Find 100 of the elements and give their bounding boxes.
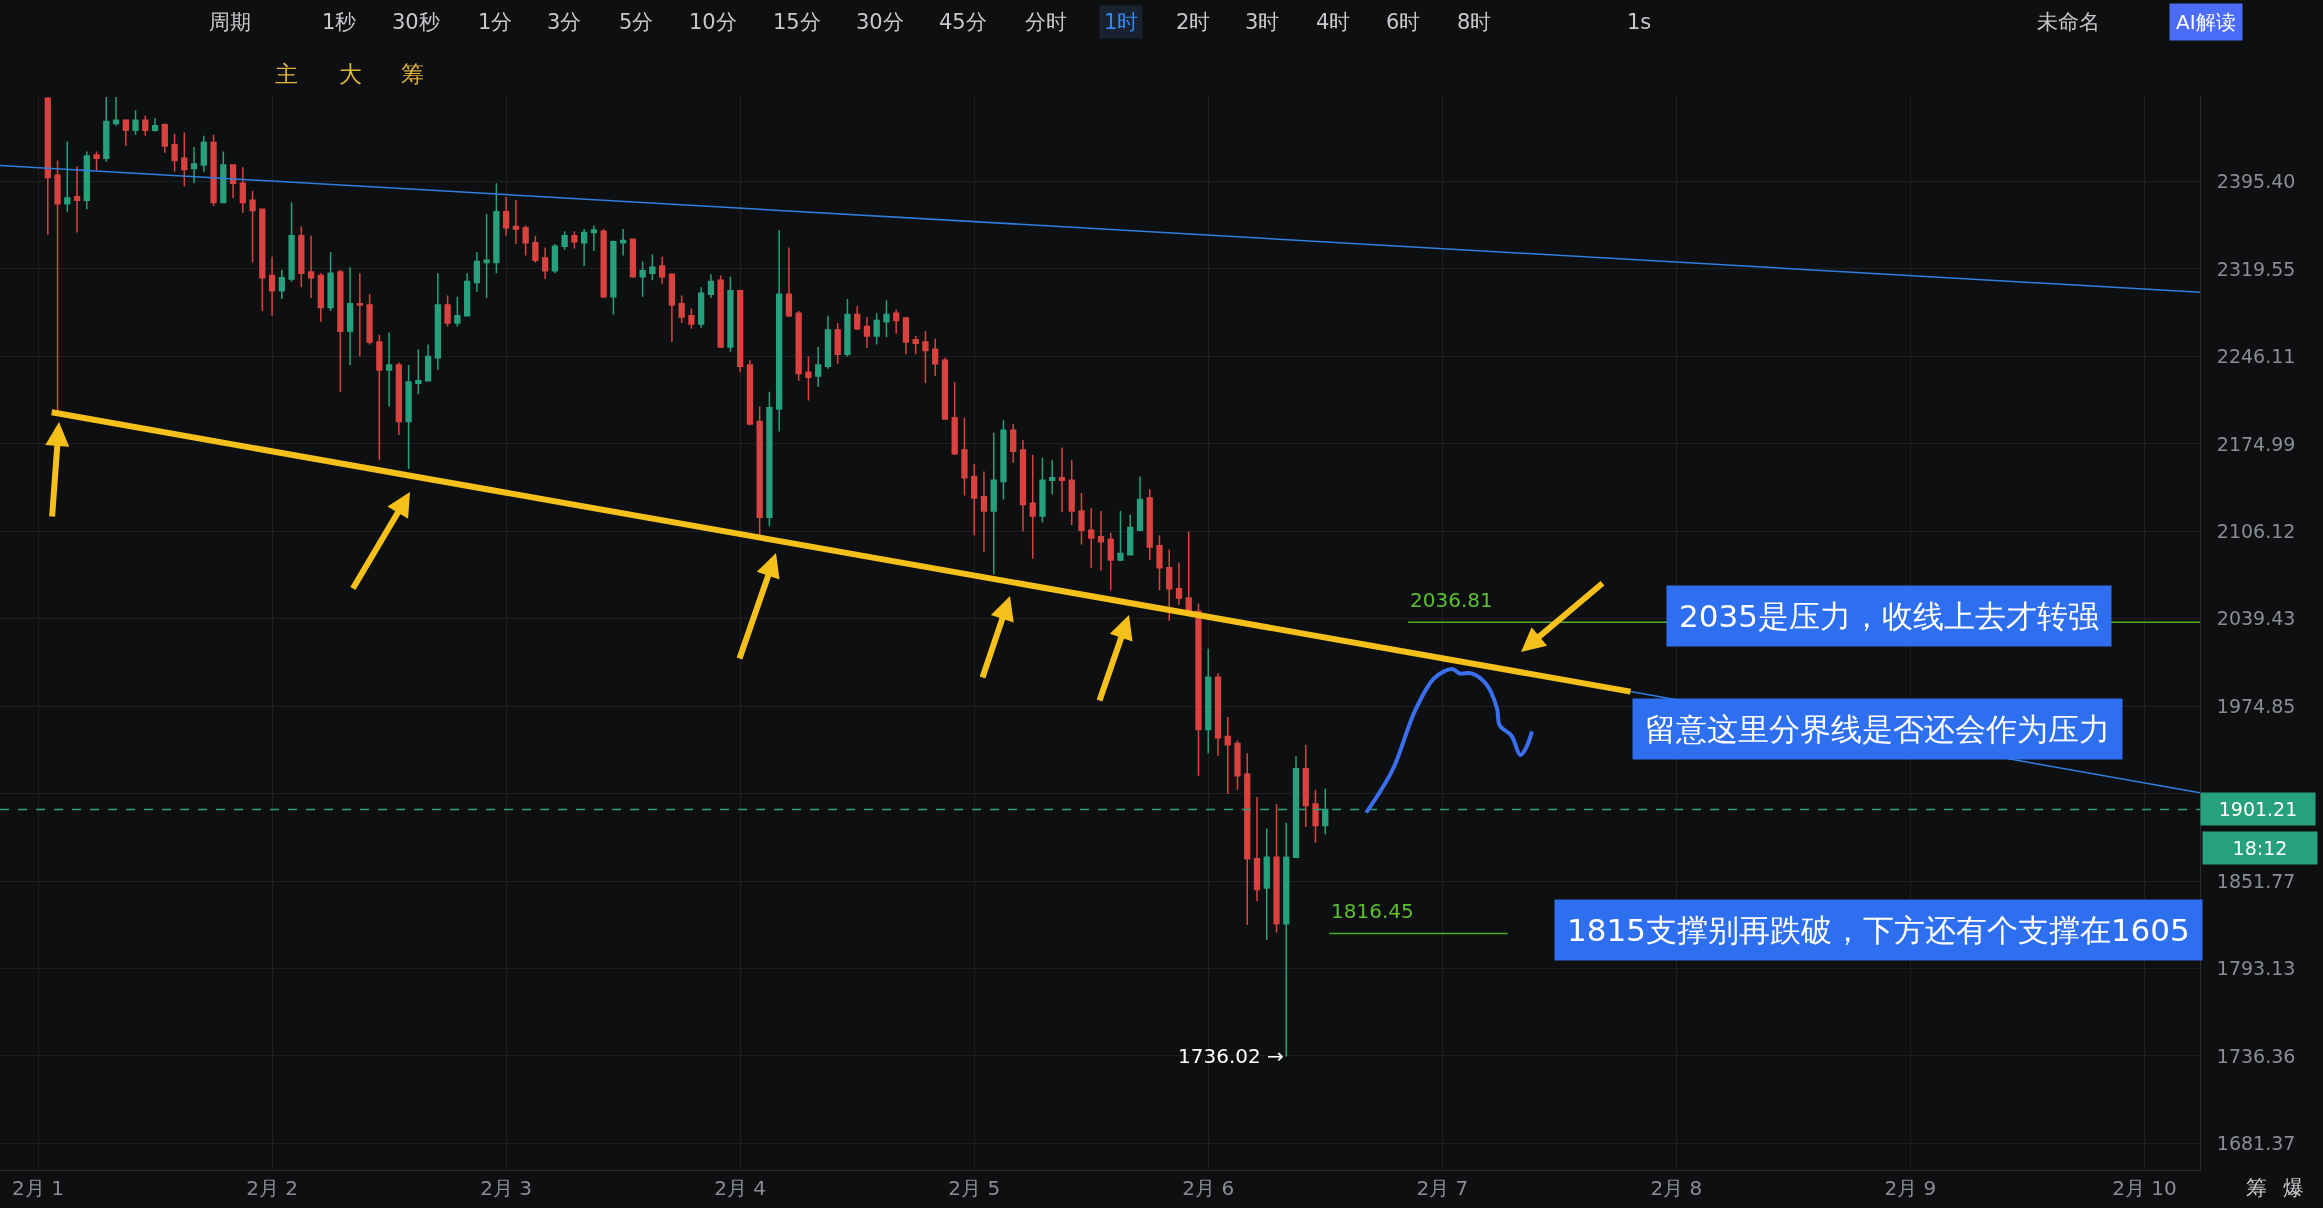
x-tick-label: 2月 1	[12, 1176, 64, 1200]
candlestick	[73, 165, 81, 234]
candlestick	[259, 208, 266, 312]
text: 未命名	[2037, 10, 2100, 34]
candlestick	[561, 230, 568, 251]
candlestick	[1146, 488, 1153, 561]
candlestick	[1088, 507, 1095, 569]
candlestick	[610, 239, 617, 316]
x-tick-label: 2月 3	[480, 1176, 533, 1200]
candlestick	[1302, 744, 1309, 828]
candlestick	[1107, 532, 1114, 591]
text: 10分	[689, 10, 737, 34]
candlestick	[1010, 423, 1017, 464]
x-tick-label: 2月 6	[1182, 1176, 1235, 1200]
candlestick	[620, 228, 627, 257]
candlestick	[483, 213, 490, 299]
candlestick	[922, 330, 929, 385]
candlestick	[1019, 439, 1027, 533]
candlestick	[668, 272, 676, 343]
candlestick	[776, 229, 783, 433]
text: AI解读	[2176, 10, 2236, 34]
text: 30分	[856, 10, 904, 34]
candlestick	[288, 201, 295, 283]
candlestick	[171, 132, 178, 173]
candlestick	[200, 135, 207, 173]
candlestick	[493, 182, 500, 274]
candlestick	[1127, 513, 1134, 556]
candlestick	[600, 228, 607, 299]
candlestick	[1195, 602, 1202, 777]
candlestick	[815, 346, 822, 388]
annotation: 2035是压力，收线上去才转强	[1679, 598, 2099, 634]
candlestick	[834, 322, 841, 365]
candlestick	[551, 243, 559, 274]
candlestick	[1156, 534, 1163, 591]
candlestick	[961, 416, 968, 497]
candlestick	[268, 256, 276, 317]
candlestick	[142, 115, 149, 137]
y-tick-label: 2246.11	[2216, 345, 2296, 368]
candlestick	[1039, 456, 1046, 524]
candlestick	[1244, 752, 1251, 926]
candlestick	[190, 146, 198, 184]
y-tick-label: 2039.43	[2216, 607, 2296, 630]
candlestick	[337, 268, 344, 393]
candlestick	[707, 273, 715, 299]
candlestick	[688, 307, 695, 330]
candlestick	[103, 96, 110, 163]
text: 筹	[401, 61, 424, 87]
candlestick	[971, 463, 978, 537]
candlestick	[83, 150, 90, 211]
candlestick	[298, 225, 305, 289]
y-tick-label: 2319.55	[2216, 257, 2296, 280]
y-tick-label: 1793.13	[2216, 957, 2296, 980]
candlestick	[1117, 510, 1124, 563]
candlestick	[405, 364, 412, 470]
candlestick	[1049, 459, 1056, 496]
y-tick-label: 1736.36	[2216, 1044, 2296, 1067]
candlestick	[1224, 716, 1231, 795]
text: 5分	[619, 10, 654, 34]
annotation: 留意这里分界线是否还会作为压力	[1645, 711, 2110, 747]
candlestick	[44, 96, 51, 236]
candlestick	[649, 253, 656, 281]
candlestick	[1166, 548, 1173, 622]
candlestick	[1029, 454, 1036, 560]
candlestick	[1205, 648, 1212, 754]
candlestick	[824, 314, 832, 370]
text: 1s	[1627, 10, 1652, 34]
candlestick	[522, 224, 529, 257]
x-tick-label: 2月 9	[1884, 1176, 1937, 1200]
candlestick	[659, 256, 666, 285]
candlestick	[678, 294, 685, 324]
candlestick	[805, 355, 812, 402]
candlestick	[356, 272, 363, 358]
ref-line-label: 1901.21	[2218, 798, 2298, 820]
text: 18:12	[2232, 837, 2288, 859]
candlestick	[951, 381, 958, 456]
text: 主	[275, 61, 298, 87]
x-tick-label: 2月 7	[1416, 1176, 1469, 1200]
candlestick	[454, 295, 461, 328]
text: 30秒	[392, 10, 440, 34]
candlestick	[424, 343, 432, 382]
candlestick	[210, 134, 217, 207]
candlestick	[64, 140, 71, 213]
y-tick-label: 2174.99	[2216, 432, 2296, 455]
candlestick	[122, 118, 129, 147]
text: 3时	[1245, 10, 1280, 34]
candlestick	[1273, 803, 1280, 934]
candlestick	[278, 268, 285, 300]
x-tick-label: 2月 4	[714, 1176, 767, 1200]
y-tick-label: 1851.77	[2216, 869, 2296, 892]
candlestick	[912, 335, 919, 355]
annotation: 2036.81	[1410, 588, 1493, 612]
candlestick	[766, 391, 773, 528]
candlestick	[893, 309, 900, 335]
candlestick	[1263, 827, 1270, 941]
candlestick	[795, 310, 802, 382]
annotation: 1736.02 →	[1178, 1044, 1284, 1068]
candlestick	[54, 159, 61, 413]
candlestick	[854, 305, 861, 331]
x-tick-label: 2月 10	[2112, 1176, 2177, 1200]
candlestick	[181, 131, 188, 188]
